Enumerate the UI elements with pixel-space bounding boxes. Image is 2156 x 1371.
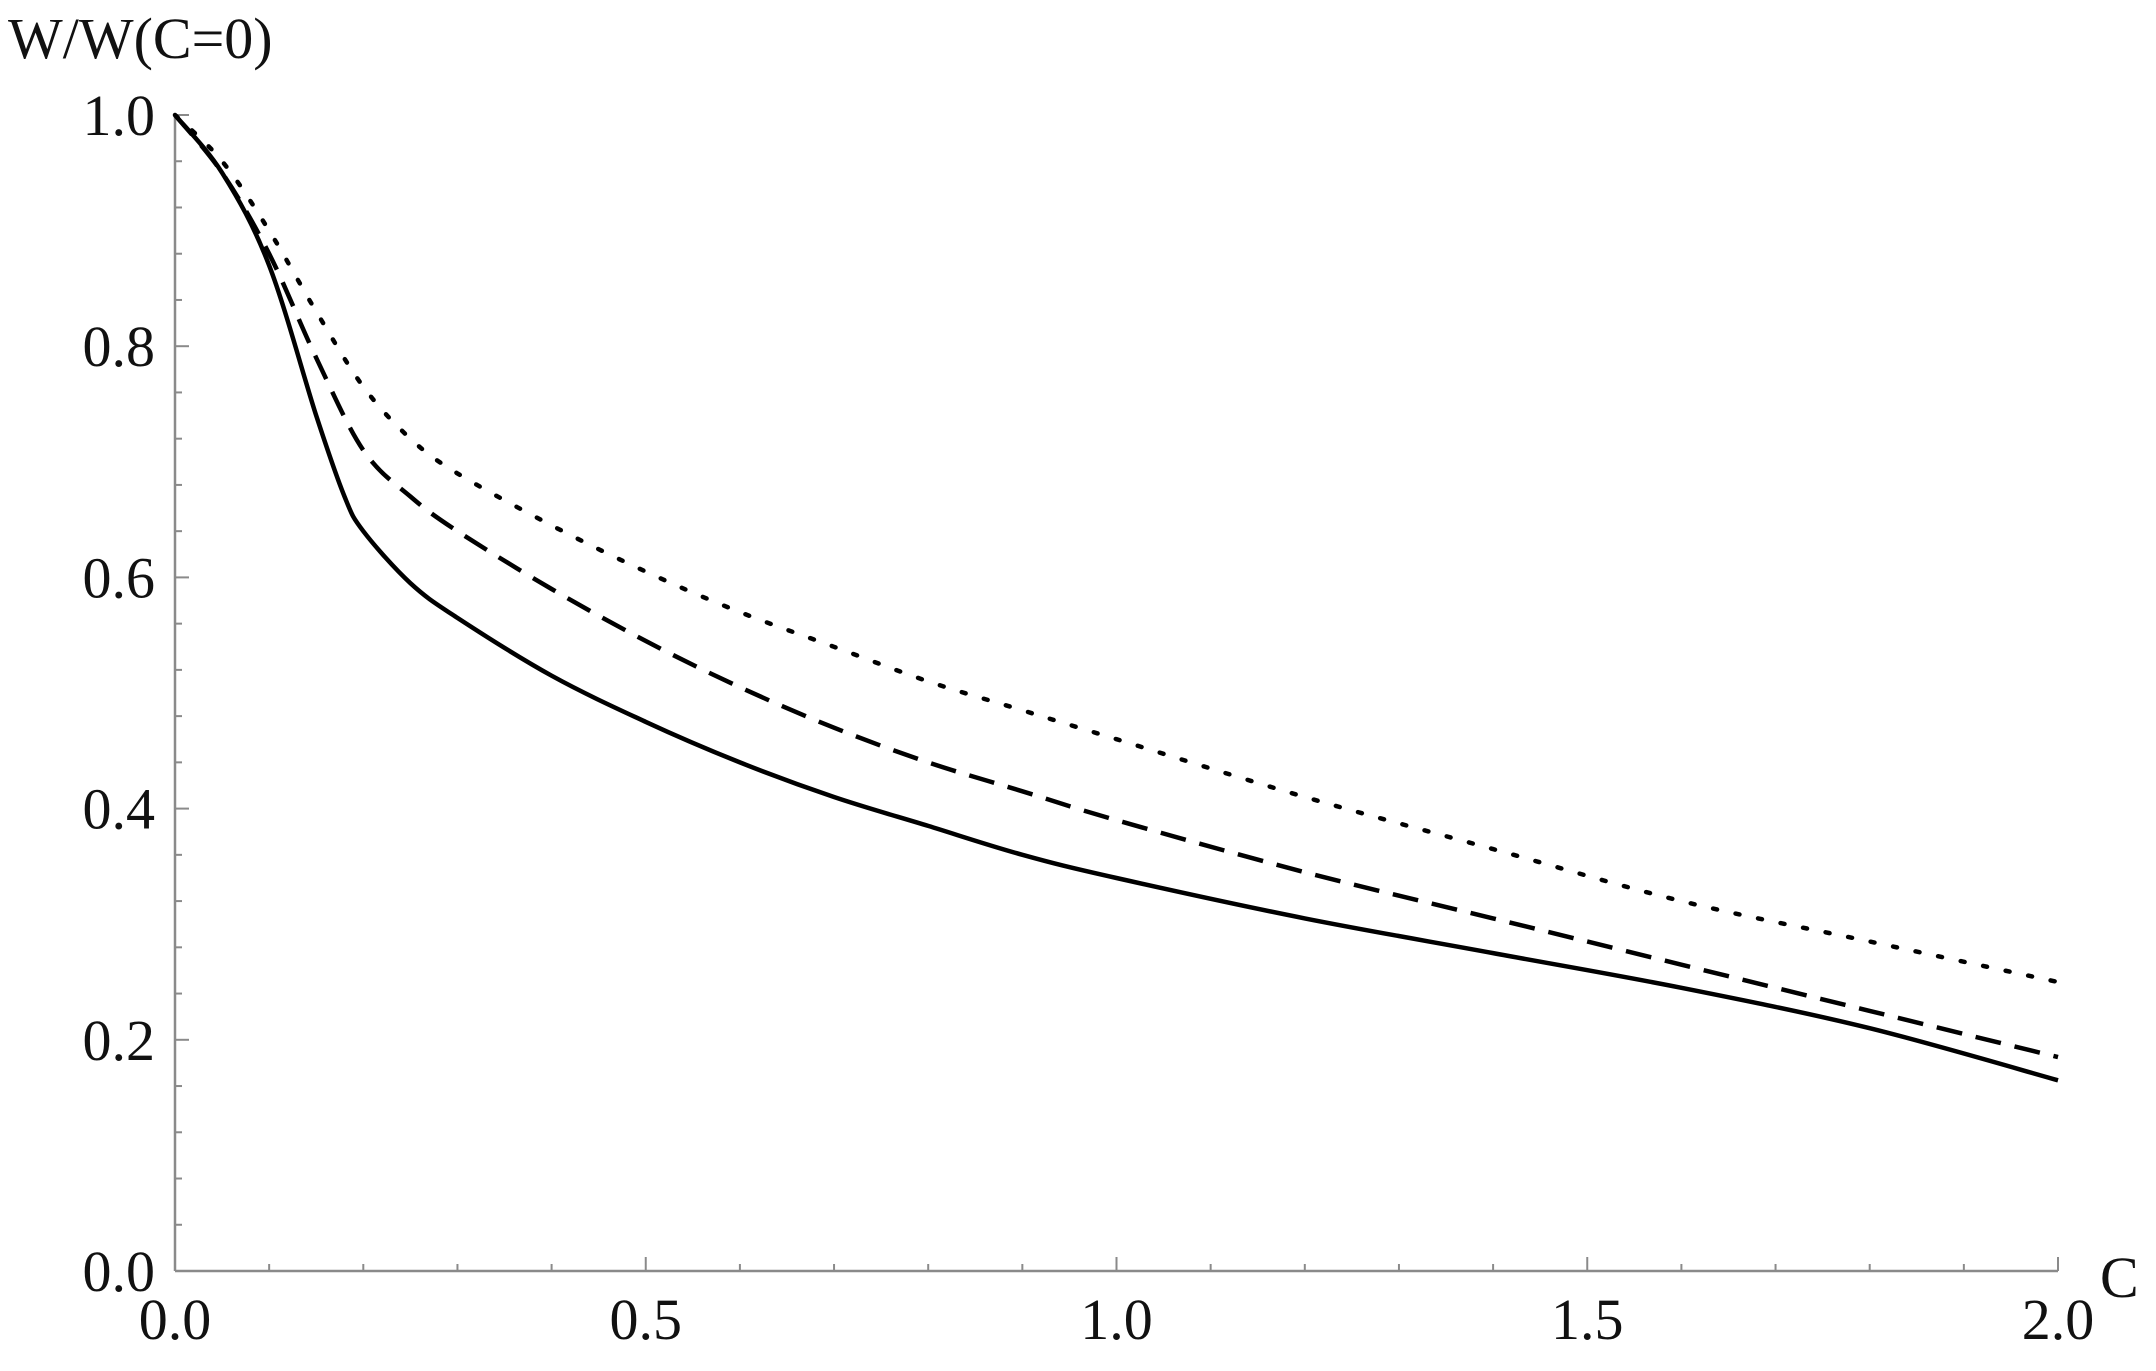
y-tick-label: 0.4 <box>83 777 156 842</box>
tick-marks <box>175 115 2058 1271</box>
series-group <box>175 115 2058 1080</box>
y-tick-label: 0.6 <box>83 545 156 610</box>
y-tick-label: 0.0 <box>83 1239 156 1304</box>
x-tick-label: 0.5 <box>610 1287 683 1352</box>
x-tick-label: 1.5 <box>1551 1287 1624 1352</box>
labels: W/W(C=0) C 0.0 0.5 1.0 1.5 2.00.00.20.40.60.… <box>8 6 2139 1352</box>
y-tick-label: 1.0 <box>83 83 156 148</box>
y-tick-label: 0.2 <box>83 1008 156 1073</box>
x-tick-label: 2.0 <box>2022 1287 2095 1352</box>
x-axis-label: C <box>2100 1245 2139 1310</box>
x-tick-label: 1.0 <box>1080 1287 1153 1352</box>
y-tick-label: 0.8 <box>83 314 156 379</box>
axes <box>175 115 2058 1271</box>
series-line-solid <box>175 115 2058 1080</box>
y-axis-label: W/W(C=0) <box>8 6 273 71</box>
series-line-dashed <box>175 115 2058 1057</box>
series-line-dotted <box>175 115 2058 982</box>
